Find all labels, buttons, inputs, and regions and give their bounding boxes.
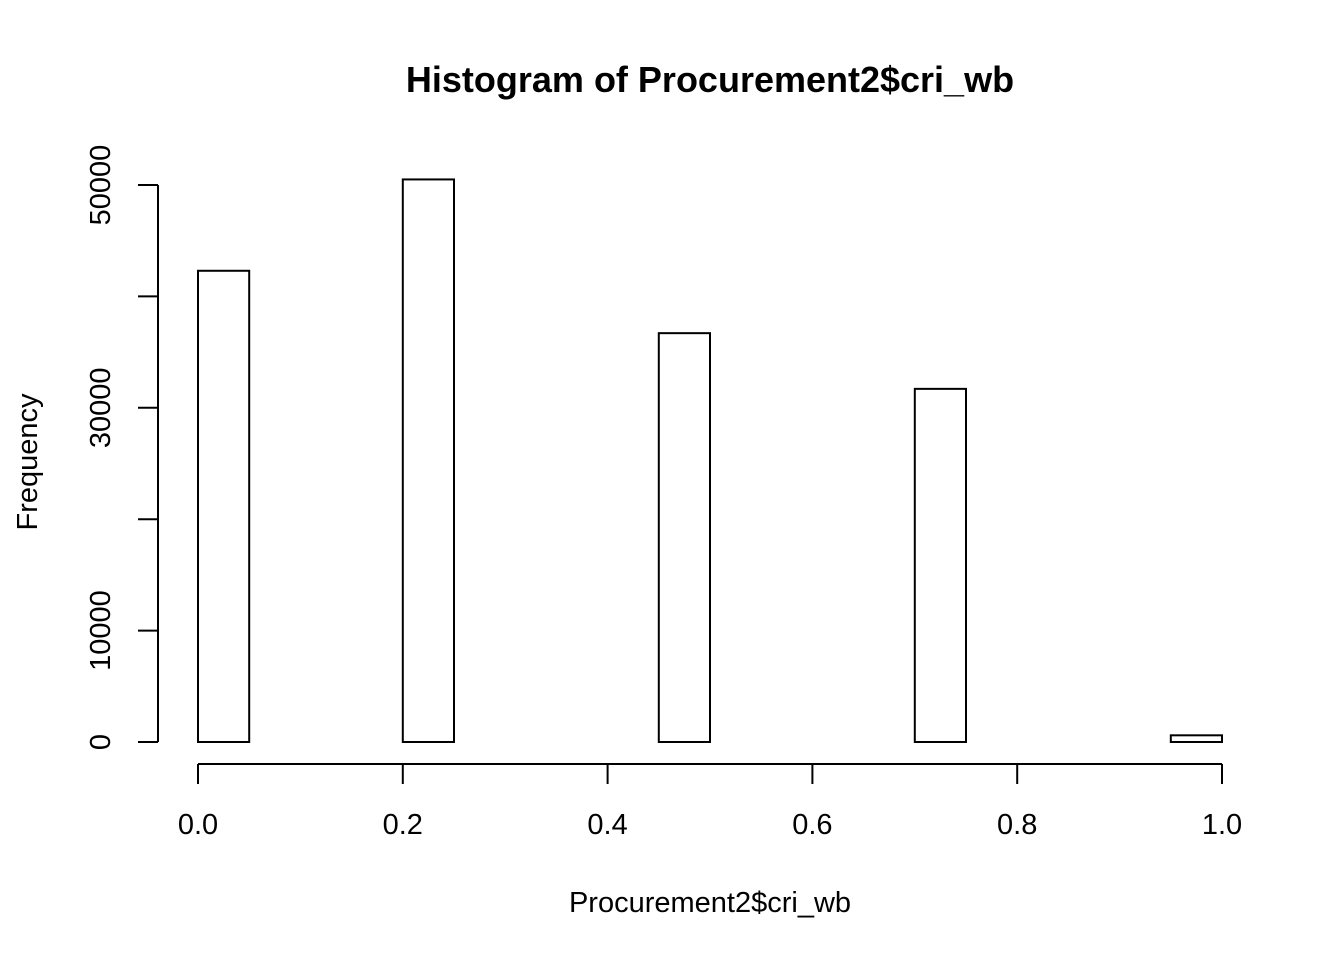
histogram-bar [913,387,967,743]
y-tick-label: 30000 [85,367,117,448]
x-axis: 0.0 0.2 0.4 0.6 0.8 1.0 [178,763,1242,841]
y-tick-label: 50000 [85,145,117,226]
x-tick-label: 0.6 [792,809,832,841]
y-tick-label: 10000 [85,590,117,671]
x-tick-label: 0.2 [383,809,423,841]
histogram-bar [401,178,455,743]
x-tick-label: 0.4 [587,809,627,841]
histogram-bar [657,332,711,743]
x-tick-label: 0.8 [997,809,1037,841]
x-tick-label: 0.0 [178,809,218,841]
histogram-bar [197,269,251,743]
y-tick-label: 0 [85,734,117,750]
chart-title: Histogram of Procurement2$cri_wb [406,59,1014,100]
histogram-bar [1169,734,1224,743]
y-axis: 0 10000 30000 50000 [85,145,159,750]
x-axis-label: Procurement2$cri_wb [569,887,851,919]
y-axis-label: Frequency [12,393,44,531]
x-tick-label: 1.0 [1202,809,1242,841]
bars-group [197,178,1224,743]
